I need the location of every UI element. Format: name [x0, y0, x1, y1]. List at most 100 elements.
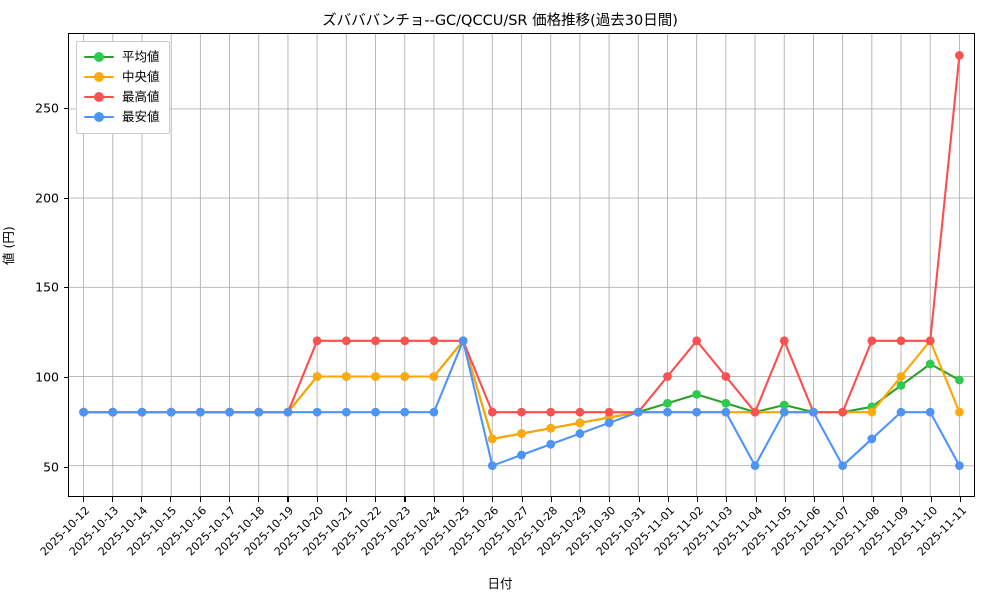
series-marker	[312, 407, 322, 417]
legend-item[interactable]: 中央値	[84, 67, 160, 87]
series-marker	[400, 407, 410, 417]
x-axis-tick	[228, 497, 230, 502]
series-marker	[955, 51, 964, 60]
series-marker	[721, 407, 731, 417]
x-axis-tick	[111, 497, 113, 502]
series-marker	[721, 372, 731, 381]
series-marker	[254, 407, 264, 417]
x-axis-tick	[580, 497, 582, 502]
series-marker	[750, 407, 760, 417]
series-marker	[604, 407, 614, 417]
series-marker	[779, 336, 789, 346]
series-marker	[575, 418, 585, 428]
series-marker	[546, 439, 556, 449]
x-axis-tick	[755, 497, 757, 502]
series-marker	[692, 407, 702, 417]
series-marker	[779, 400, 789, 410]
series-marker	[371, 372, 380, 381]
y-axis-tick	[63, 108, 68, 110]
x-axis-tick	[960, 497, 962, 502]
y-axis-tick-label: 250	[35, 100, 59, 116]
series-marker	[341, 372, 351, 381]
series-marker	[429, 336, 439, 346]
x-axis-tick	[697, 497, 699, 502]
y-axis-tick	[63, 466, 68, 468]
x-axis-tick	[609, 497, 611, 502]
series-marker	[575, 407, 585, 417]
legend-swatch-icon	[84, 91, 114, 103]
y-axis-tick-label: 50	[43, 459, 59, 475]
legend-item[interactable]: 最高値	[84, 87, 160, 107]
x-axis-tick	[726, 497, 728, 502]
x-axis-tick	[316, 497, 318, 502]
y-axis-label: 値 (円)	[1, 226, 16, 265]
x-axis-tick	[258, 497, 260, 502]
series-marker	[896, 372, 906, 381]
series-line	[82, 339, 961, 467]
series-marker	[838, 407, 848, 417]
legend-swatch-icon	[84, 71, 114, 83]
x-axis-tick	[375, 497, 377, 502]
series-marker	[633, 407, 643, 417]
x-axis-tick	[814, 497, 816, 502]
series-marker	[867, 407, 877, 417]
x-axis-tick	[199, 497, 201, 502]
series-marker	[925, 407, 935, 417]
x-axis-tick	[433, 497, 435, 502]
series-marker	[312, 372, 322, 381]
series-marker	[925, 336, 935, 346]
legend-item[interactable]: 平均値	[84, 47, 160, 67]
series-marker	[604, 418, 614, 428]
y-axis-tick-label: 150	[35, 279, 59, 295]
x-axis-tick	[667, 497, 669, 502]
series-marker	[867, 336, 877, 346]
y-axis-tick	[63, 376, 68, 379]
series-marker	[400, 372, 410, 381]
series-marker	[896, 407, 906, 417]
series-marker	[429, 407, 439, 417]
series-marker	[429, 372, 439, 381]
series-marker	[487, 461, 497, 471]
legend-item[interactable]: 最安値	[84, 107, 160, 127]
series-marker	[779, 407, 789, 417]
x-axis-tick	[345, 497, 348, 502]
x-axis-tick	[784, 497, 786, 502]
series-marker	[692, 336, 702, 346]
x-axis-label: 日付	[487, 576, 513, 591]
legend-item-label: 平均値	[122, 48, 160, 64]
series-marker	[517, 429, 526, 438]
series-marker	[225, 407, 234, 417]
series-marker	[809, 407, 818, 417]
series-marker	[546, 423, 556, 433]
x-axis-tick	[901, 497, 903, 502]
series-marker	[867, 434, 877, 444]
chart-legend: 平均値中央値 最高値最安値	[76, 41, 170, 134]
x-axis-tick	[638, 497, 640, 502]
legend-item-label: 最安値	[122, 108, 160, 124]
series-marker	[400, 336, 410, 346]
series-marker	[721, 398, 731, 408]
series-marker	[896, 336, 906, 346]
series-marker	[663, 398, 672, 408]
x-axis-tick	[931, 497, 933, 502]
x-axis-tick	[82, 497, 84, 502]
x-axis-tick	[521, 497, 523, 502]
series-marker	[166, 407, 176, 417]
chart-title: ズバババンチョ--GC/QCCU/SR 価格推移(過去30日間)	[322, 13, 678, 29]
gridlines	[69, 34, 974, 496]
series-marker	[137, 407, 147, 417]
x-axis-tick	[492, 497, 494, 502]
series-line	[82, 339, 961, 440]
series-marker	[925, 359, 935, 369]
series-marker	[341, 336, 351, 346]
x-axis-tick	[170, 497, 172, 502]
legend-item-label: 最高値	[122, 88, 160, 104]
y-axis-tick	[63, 197, 68, 199]
series-marker	[692, 389, 702, 399]
series-line	[82, 54, 961, 414]
series-marker	[108, 407, 118, 417]
series-marker	[487, 434, 497, 444]
series-marker	[955, 375, 964, 385]
series-marker	[487, 407, 497, 417]
